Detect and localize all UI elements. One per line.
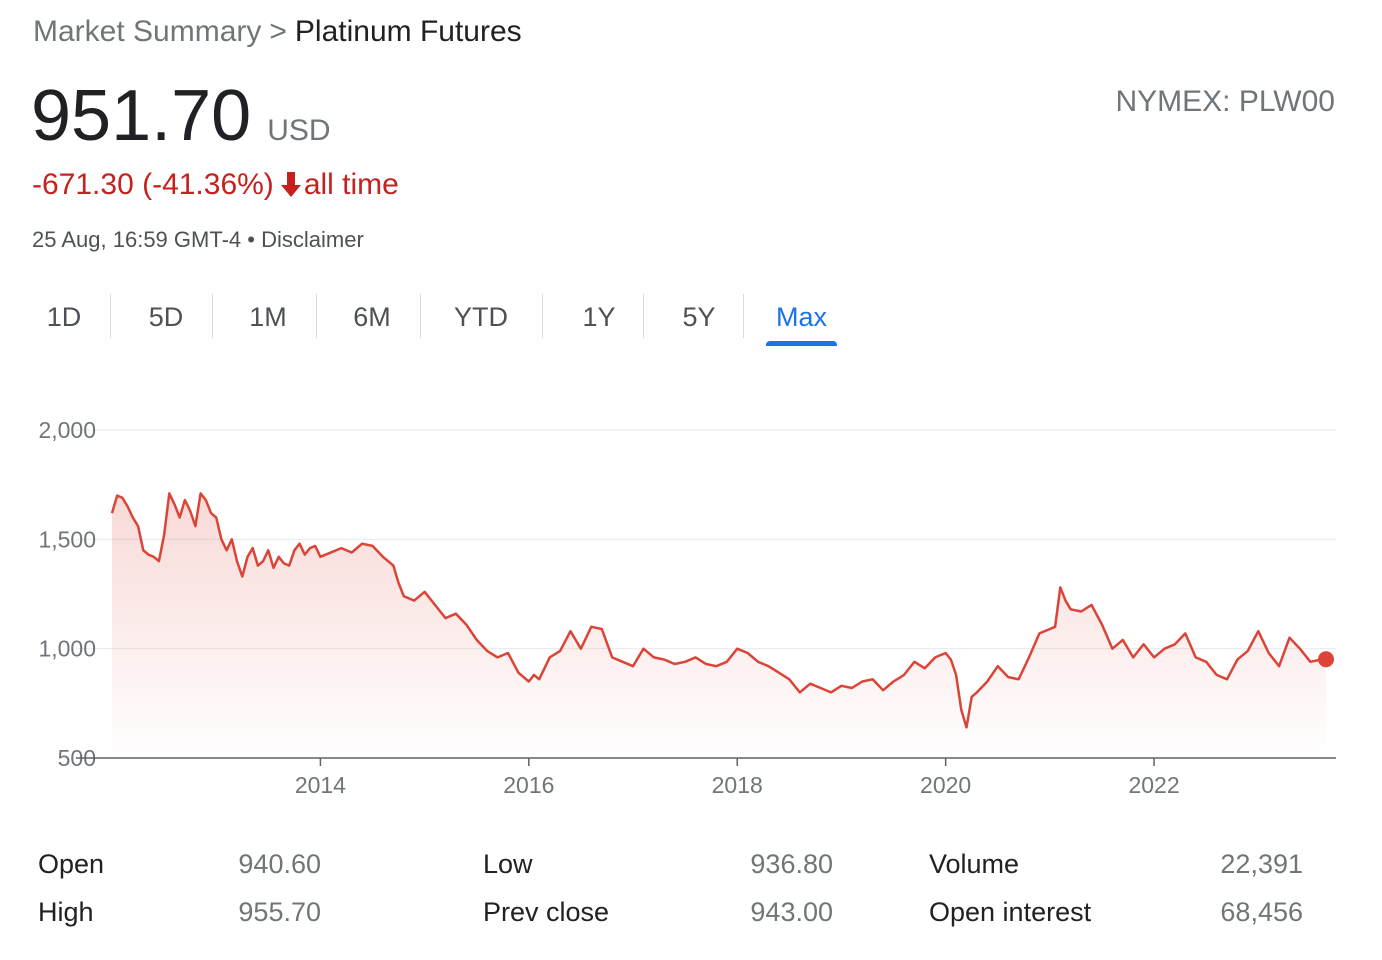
- stat-label-open-interest: Open interest: [929, 897, 1092, 927]
- stat-label-prev-close: Prev close: [483, 897, 610, 927]
- range-tab-label: 6M: [353, 302, 391, 332]
- range-divider: [420, 294, 421, 338]
- stat-value-high: 955.70: [238, 897, 321, 927]
- price-row: 951.70 USD: [31, 76, 331, 156]
- range-divider: [643, 294, 644, 338]
- y-tick-label: 1,000: [38, 636, 96, 662]
- stat-label-volume: Volume: [929, 849, 1020, 879]
- range-divider: [316, 294, 317, 338]
- y-tick-label: 2,000: [38, 417, 96, 443]
- change-value: -671.30 (-41.36%): [32, 168, 274, 201]
- exchange-ticker: NYMEX: PLW00: [1115, 85, 1335, 118]
- currency-label: USD: [267, 114, 331, 147]
- active-tab-indicator: [766, 341, 837, 346]
- x-tick-label: 2022: [1128, 772, 1179, 798]
- stat-value-open: 940.60: [238, 849, 321, 879]
- range-divider: [212, 294, 213, 338]
- range-tab-max[interactable]: Max: [766, 292, 837, 346]
- x-tick-label: 2020: [920, 772, 971, 798]
- range-tab-label: YTD: [454, 302, 508, 332]
- range-tab-1m[interactable]: 1M: [224, 292, 312, 342]
- stats-table: Open 940.60 High 955.70 Low 936.80 Prev …: [0, 840, 1382, 940]
- latest-price-dot: [1318, 651, 1334, 668]
- range-tab-label: Max: [775, 302, 827, 332]
- range-tab-6m[interactable]: 6M: [328, 292, 416, 342]
- range-tab-label: 5Y: [682, 302, 716, 332]
- stat-label-open: Open: [38, 849, 105, 879]
- arrow-down-icon: [280, 172, 301, 197]
- breadcrumb-separator: >: [269, 15, 287, 48]
- price-line: [110, 492, 1327, 729]
- breadcrumb: Market Summary > Platinum Futures: [33, 13, 522, 51]
- range-tab-1d[interactable]: 1D: [20, 292, 108, 342]
- stat-value-low: 936.80: [750, 849, 833, 879]
- current-price: 951.70: [31, 76, 252, 156]
- quote-timestamp: 25 Aug, 16:59 GMT-4 • Disclaimer: [32, 226, 364, 254]
- range-tab-1y[interactable]: 1Y: [555, 292, 643, 342]
- stat-value-volume: 22,391: [1220, 849, 1303, 879]
- range-tab-ytd[interactable]: YTD: [432, 292, 530, 342]
- x-tick-label: 2014: [295, 772, 346, 798]
- disclaimer-link[interactable]: Disclaimer: [261, 227, 364, 252]
- range-tab-label: 1D: [46, 302, 82, 332]
- range-divider: [743, 294, 744, 338]
- stat-label-high: High: [38, 897, 94, 927]
- range-divider: [542, 294, 543, 338]
- x-axis-ticks: 2014 2016 2018 2020 2022: [295, 758, 1180, 798]
- price-area: [112, 493, 1326, 758]
- time-range-tabs: 1D 5D 1M 6M YTD 1Y 5Y Max: [0, 292, 1382, 348]
- y-tick-label: 1,500: [38, 526, 96, 552]
- stat-value-open-interest: 68,456: [1220, 897, 1303, 927]
- range-tab-5d[interactable]: 5D: [122, 292, 210, 342]
- x-tick-label: 2018: [712, 772, 763, 798]
- stat-label-low: Low: [483, 849, 533, 879]
- change-period: all time: [303, 168, 399, 201]
- price-change: -671.30 (-41.36%) all time: [32, 166, 399, 204]
- breadcrumb-parent-link[interactable]: Market Summary: [33, 15, 262, 48]
- bullet-separator: •: [247, 227, 255, 252]
- timestamp-text: 25 Aug, 16:59 GMT-4: [32, 227, 242, 252]
- range-tab-label: 5D: [148, 302, 184, 332]
- range-divider: [110, 294, 111, 338]
- x-tick-label: 2016: [503, 772, 554, 798]
- range-tab-label: 1M: [249, 302, 287, 332]
- stat-value-prev-close: 943.00: [750, 897, 833, 927]
- breadcrumb-current: Platinum Futures: [294, 15, 522, 48]
- range-tab-label: 1Y: [582, 302, 616, 332]
- range-tab-5y[interactable]: 5Y: [655, 292, 743, 342]
